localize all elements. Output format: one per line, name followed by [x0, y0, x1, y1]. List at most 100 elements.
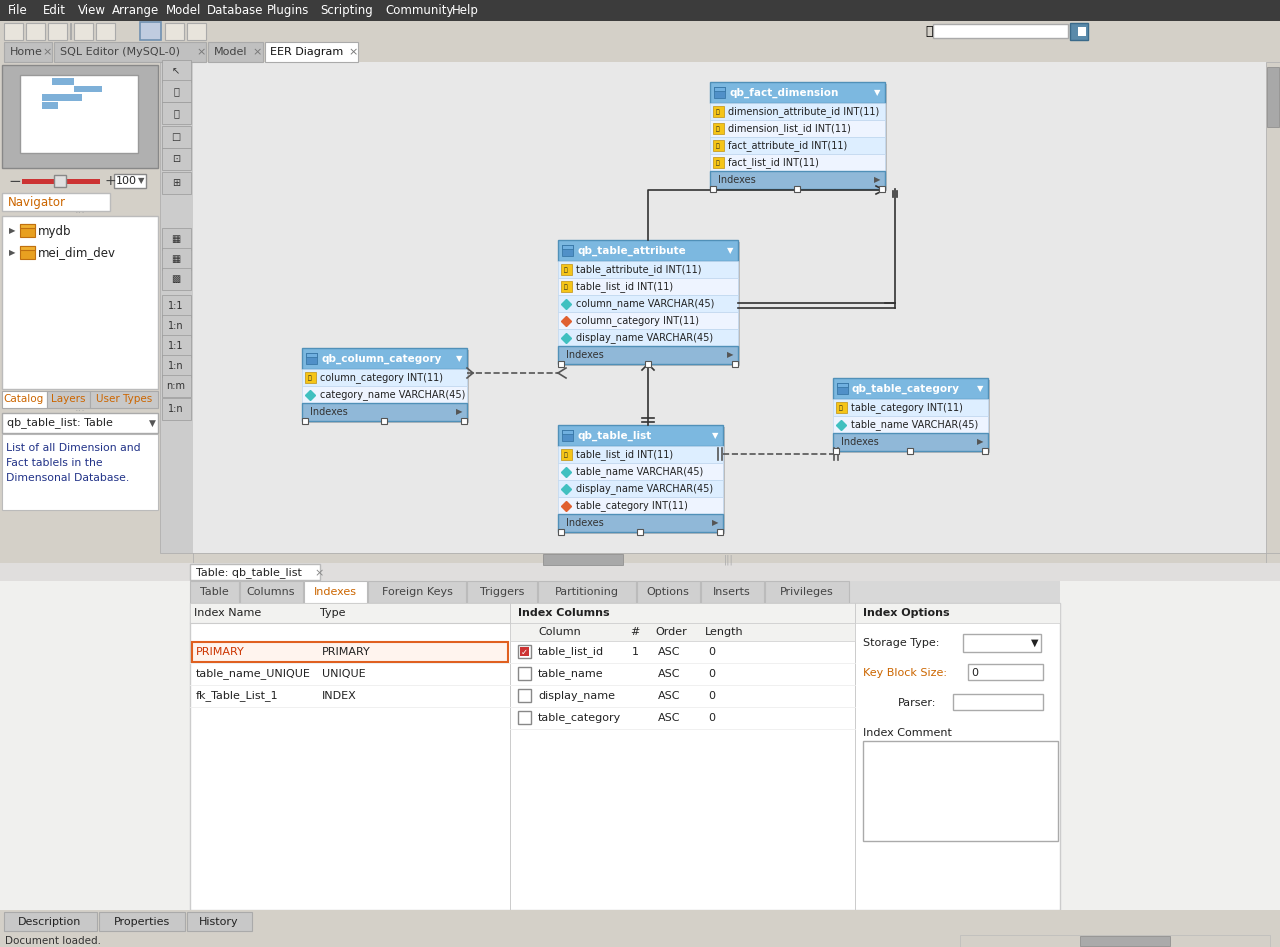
Text: table_name VARCHAR(45): table_name VARCHAR(45): [851, 420, 978, 431]
Text: category_name VARCHAR(45): category_name VARCHAR(45): [320, 389, 466, 401]
Text: 1:1: 1:1: [168, 341, 184, 351]
Text: PRIMARY: PRIMARY: [196, 647, 244, 657]
Text: qb_table_list: Table: qb_table_list: Table: [6, 418, 113, 428]
Text: ▩: ▩: [172, 274, 180, 284]
Bar: [558, 497, 723, 514]
Bar: [163, 375, 191, 397]
Text: 🔑: 🔑: [716, 160, 719, 166]
Text: 0: 0: [708, 669, 716, 679]
Bar: [0, 62, 160, 610]
Bar: [305, 581, 367, 603]
Text: Layers: Layers: [51, 394, 86, 404]
Bar: [561, 242, 740, 366]
Text: ▼: ▼: [874, 88, 881, 98]
Bar: [933, 24, 1068, 38]
Bar: [114, 174, 146, 188]
Text: Properties: Properties: [114, 917, 170, 927]
Bar: [982, 448, 988, 454]
Bar: [306, 353, 317, 357]
Bar: [54, 175, 67, 187]
Bar: [968, 664, 1043, 680]
Bar: [1070, 23, 1088, 40]
Text: Columns: Columns: [247, 587, 296, 597]
Text: Triggers: Triggers: [480, 587, 525, 597]
Bar: [305, 350, 468, 423]
Bar: [265, 42, 358, 62]
Text: Navigator: Navigator: [8, 195, 67, 208]
Bar: [187, 912, 252, 931]
Text: Storage Type:: Storage Type:: [863, 638, 940, 648]
Text: 🔍: 🔍: [925, 25, 933, 38]
Bar: [4, 912, 97, 931]
Text: display_name VARCHAR(45): display_name VARCHAR(45): [576, 332, 713, 344]
Text: Dimensonal Database.: Dimensonal Database.: [6, 473, 129, 483]
Bar: [562, 430, 573, 441]
Text: fact_attribute_id INT(11): fact_attribute_id INT(11): [728, 140, 847, 152]
Bar: [42, 102, 58, 109]
Text: ↖: ↖: [172, 66, 180, 76]
Bar: [189, 603, 1060, 623]
Text: ✋: ✋: [173, 86, 179, 96]
Bar: [163, 295, 191, 317]
Bar: [163, 80, 191, 102]
Bar: [558, 278, 739, 295]
Text: Indexes: Indexes: [566, 518, 604, 528]
Bar: [0, 42, 1280, 62]
Text: table_name VARCHAR(45): table_name VARCHAR(45): [576, 467, 703, 477]
Text: ▶: ▶: [712, 519, 718, 527]
Text: Index Columns: Index Columns: [518, 608, 609, 618]
Bar: [74, 23, 93, 40]
Bar: [22, 179, 100, 184]
Bar: [833, 378, 988, 399]
Text: 100: 100: [116, 176, 137, 186]
Text: table_list_id INT(11): table_list_id INT(11): [576, 281, 673, 293]
Text: Options: Options: [646, 587, 690, 597]
Text: fk_Table_List_1: fk_Table_List_1: [196, 690, 279, 702]
Text: Catalog: Catalog: [4, 394, 44, 404]
Text: Home: Home: [10, 47, 42, 57]
Text: Key Block Size:: Key Block Size:: [863, 668, 947, 678]
Text: ▼: ▼: [1032, 638, 1039, 648]
Text: EER Diagram: EER Diagram: [270, 47, 344, 57]
Text: Index Options: Index Options: [863, 608, 950, 618]
Bar: [20, 224, 35, 228]
Bar: [241, 581, 303, 603]
Text: column_name VARCHAR(45): column_name VARCHAR(45): [576, 298, 714, 310]
Text: ▦: ▦: [172, 254, 180, 264]
Bar: [381, 418, 387, 424]
Bar: [163, 102, 191, 124]
Text: ▼: ▼: [148, 419, 156, 427]
Bar: [163, 355, 191, 377]
Text: 1: 1: [632, 647, 639, 657]
Text: 🔑: 🔑: [716, 109, 719, 115]
Text: ✓: ✓: [521, 648, 527, 656]
Text: 1:n: 1:n: [168, 361, 184, 371]
Text: 1:1: 1:1: [168, 301, 184, 311]
Text: Indexes: Indexes: [566, 350, 604, 360]
Bar: [192, 642, 508, 662]
Text: Database: Database: [207, 4, 264, 17]
Bar: [160, 62, 193, 553]
Text: ▼: ▼: [456, 354, 462, 364]
Bar: [833, 448, 838, 454]
Bar: [561, 427, 724, 534]
Bar: [836, 402, 847, 413]
Bar: [189, 581, 239, 603]
Bar: [1267, 67, 1279, 127]
Bar: [710, 137, 884, 154]
Text: Length: Length: [705, 627, 744, 637]
Text: ×: ×: [42, 47, 51, 57]
Text: Indexes: Indexes: [314, 587, 357, 597]
Bar: [518, 667, 531, 680]
Text: Community: Community: [385, 4, 454, 17]
Bar: [710, 186, 716, 192]
Bar: [713, 140, 724, 151]
Bar: [518, 689, 531, 702]
Bar: [558, 446, 723, 463]
Text: qb_table_attribute: qb_table_attribute: [577, 246, 686, 256]
Bar: [701, 581, 764, 603]
Bar: [710, 120, 884, 137]
Text: History: History: [200, 917, 239, 927]
Text: ▶: ▶: [874, 175, 881, 185]
Bar: [558, 240, 739, 261]
